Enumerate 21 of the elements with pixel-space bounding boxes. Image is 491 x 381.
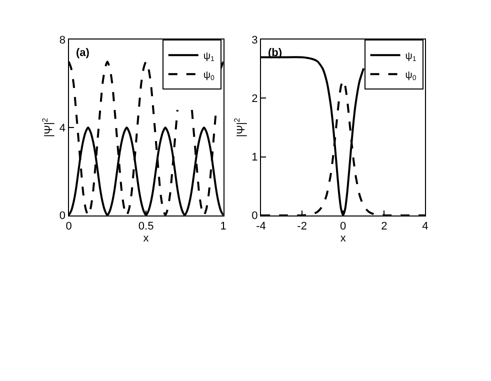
x-tick-label: 0 xyxy=(340,220,346,233)
x-tick-label: 0.5 xyxy=(138,220,154,233)
y-tick-label: 1 xyxy=(252,152,258,164)
x-axis-title: x xyxy=(340,232,346,245)
x-tick-label: 2 xyxy=(381,220,388,233)
legend-label: ψ$_{1}$ xyxy=(203,51,215,64)
annotation: (a) xyxy=(76,47,90,59)
y-tick-label: 0 xyxy=(59,210,66,222)
x-axis-title: x xyxy=(143,232,150,245)
legend-label: ψ$_{0}$ xyxy=(203,70,215,82)
y-tick-label: 0 xyxy=(252,210,258,222)
y-tick-label: 2 xyxy=(252,93,258,106)
x-tick-label: 4 xyxy=(422,220,428,233)
x-tick-label: 1 xyxy=(220,220,226,233)
x-tick-label: -2 xyxy=(297,220,307,233)
y-tick-label: 3 xyxy=(252,34,258,47)
legend-label: ψ$_{0}$ xyxy=(405,70,416,82)
y-tick-label: 8 xyxy=(59,34,66,47)
x-tick-label: -4 xyxy=(256,220,266,233)
legend-label: ψ$_{1}$ xyxy=(405,51,416,64)
y-tick-label: 4 xyxy=(59,122,66,134)
